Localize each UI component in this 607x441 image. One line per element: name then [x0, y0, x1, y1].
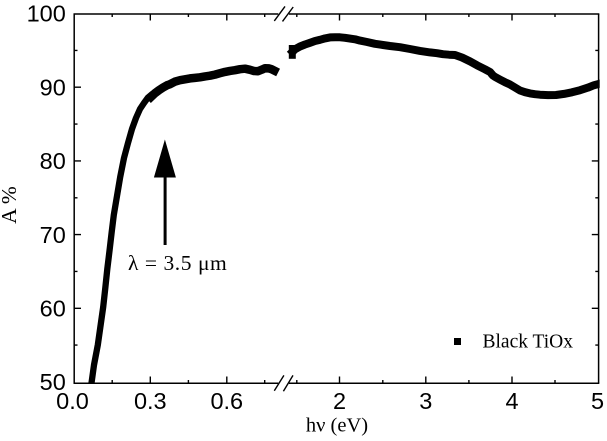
svg-text:80: 80	[40, 148, 66, 174]
svg-text:4: 4	[505, 388, 518, 414]
svg-text:3: 3	[419, 388, 432, 414]
svg-text:100: 100	[27, 1, 66, 27]
svg-text:70: 70	[40, 222, 66, 248]
svg-text:60: 60	[40, 296, 66, 322]
svg-text:Black TiOx: Black TiOx	[483, 332, 574, 353]
svg-text:0.0: 0.0	[56, 388, 89, 414]
svg-text:hν (eV): hν (eV)	[306, 415, 368, 437]
svg-text:A %: A %	[0, 186, 21, 224]
svg-text:λ = 3.5 μm: λ = 3.5 μm	[128, 251, 227, 275]
svg-text:5: 5	[591, 388, 604, 414]
svg-text:0.6: 0.6	[210, 388, 243, 414]
svg-text:90: 90	[40, 74, 66, 100]
svg-text:0.3: 0.3	[134, 388, 167, 414]
svg-text:50: 50	[40, 369, 66, 395]
svg-text:2: 2	[333, 388, 346, 414]
